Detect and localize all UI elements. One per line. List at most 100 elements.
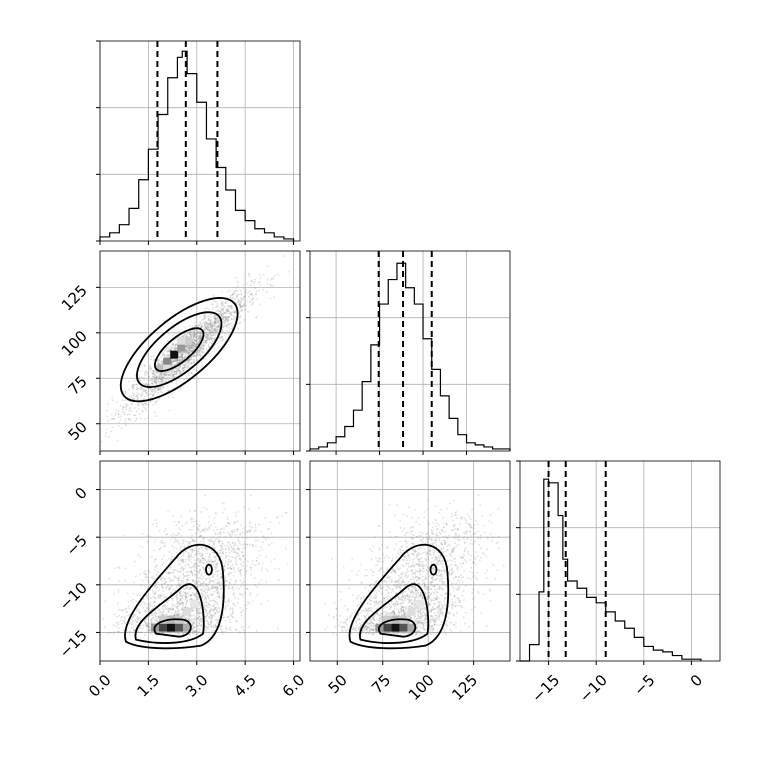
sample-point (243, 542, 246, 545)
sample-point (174, 359, 177, 362)
sample-point (145, 383, 148, 385)
sample-point (187, 557, 190, 559)
sample-point (178, 359, 181, 362)
sample-point (455, 536, 458, 539)
sample-point (208, 615, 211, 618)
sample-point (214, 317, 217, 320)
sample-point (172, 363, 175, 366)
sample-point (287, 270, 290, 273)
sample-point (190, 567, 193, 569)
sample-point (213, 338, 216, 340)
sample-point (188, 347, 191, 350)
sample-point (202, 348, 205, 350)
sample-point (230, 312, 232, 315)
sample-point (205, 335, 208, 338)
sample-point (124, 567, 127, 570)
sample-point (171, 361, 174, 364)
sample-point (140, 387, 143, 390)
sample-point (228, 549, 230, 551)
sample-point (230, 546, 233, 548)
sample-point (166, 601, 169, 604)
sample-point (156, 360, 159, 362)
sample-point (187, 362, 189, 364)
sample-point (335, 614, 338, 617)
sample-point (205, 326, 208, 329)
sample-point (172, 579, 175, 582)
sample-point (254, 539, 257, 542)
sample-point (209, 614, 212, 617)
contour (154, 327, 205, 372)
sample-point (235, 295, 238, 298)
sample-point (151, 379, 153, 382)
sample-point (263, 536, 266, 539)
sample-point (190, 553, 193, 556)
sample-point (205, 327, 208, 329)
sample-point (112, 632, 115, 635)
sample-point (209, 321, 212, 323)
sample-point (156, 389, 159, 392)
sample-point (204, 527, 207, 529)
sample-point (177, 527, 180, 529)
sample-point (189, 351, 191, 354)
sample-point (150, 388, 152, 390)
sample-point (226, 316, 229, 318)
sample-point (174, 376, 177, 379)
sample-point (152, 369, 155, 372)
sample-point (148, 571, 151, 574)
sample-point (245, 304, 248, 307)
sample-point (193, 341, 196, 343)
sample-point (141, 546, 144, 549)
sample-point (226, 318, 229, 321)
sample-point (188, 331, 191, 334)
sample-point (179, 364, 182, 367)
sample-point (235, 586, 238, 589)
sample-point (192, 338, 195, 341)
sample-point (161, 372, 164, 375)
sample-point (192, 336, 195, 339)
density-cell (190, 599, 199, 608)
sample-point (200, 588, 203, 591)
sample-point (194, 329, 196, 332)
sample-point (216, 325, 219, 327)
sample-point (154, 403, 157, 406)
sample-point (113, 631, 115, 633)
sample-point (207, 325, 209, 328)
sample-point (206, 327, 208, 329)
sample-point (184, 334, 187, 337)
sample-point (203, 322, 206, 324)
sample-point (227, 560, 230, 563)
sample-point (192, 345, 195, 348)
sample-point (224, 606, 227, 609)
sample-point (232, 314, 234, 317)
sample-point (191, 539, 194, 541)
sample-point (241, 614, 243, 617)
sample-point (206, 560, 208, 563)
sample-point (184, 344, 187, 347)
sample-point (112, 417, 115, 420)
sample-point (136, 398, 139, 401)
sample-point (129, 630, 132, 633)
sample-point (203, 344, 205, 347)
sample-point (252, 301, 254, 304)
sample-point (246, 560, 249, 563)
sample-point (248, 593, 251, 596)
sample-point (167, 611, 170, 614)
sample-point (197, 628, 200, 630)
sample-point (147, 625, 149, 627)
sample-point (218, 549, 221, 552)
sample-point (191, 565, 194, 568)
sample-point (217, 610, 220, 613)
sample-point (163, 355, 166, 357)
sample-point (225, 317, 228, 320)
sample-point (194, 616, 197, 618)
sample-point (182, 581, 185, 584)
sample-point (200, 335, 203, 337)
sample-point (182, 568, 185, 571)
sample-point (216, 327, 219, 330)
sample-point (200, 540, 202, 543)
sample-point (144, 402, 147, 405)
sample-point (190, 347, 193, 350)
sample-point (205, 588, 208, 590)
sample-point (256, 557, 259, 559)
sample-point (157, 373, 160, 376)
